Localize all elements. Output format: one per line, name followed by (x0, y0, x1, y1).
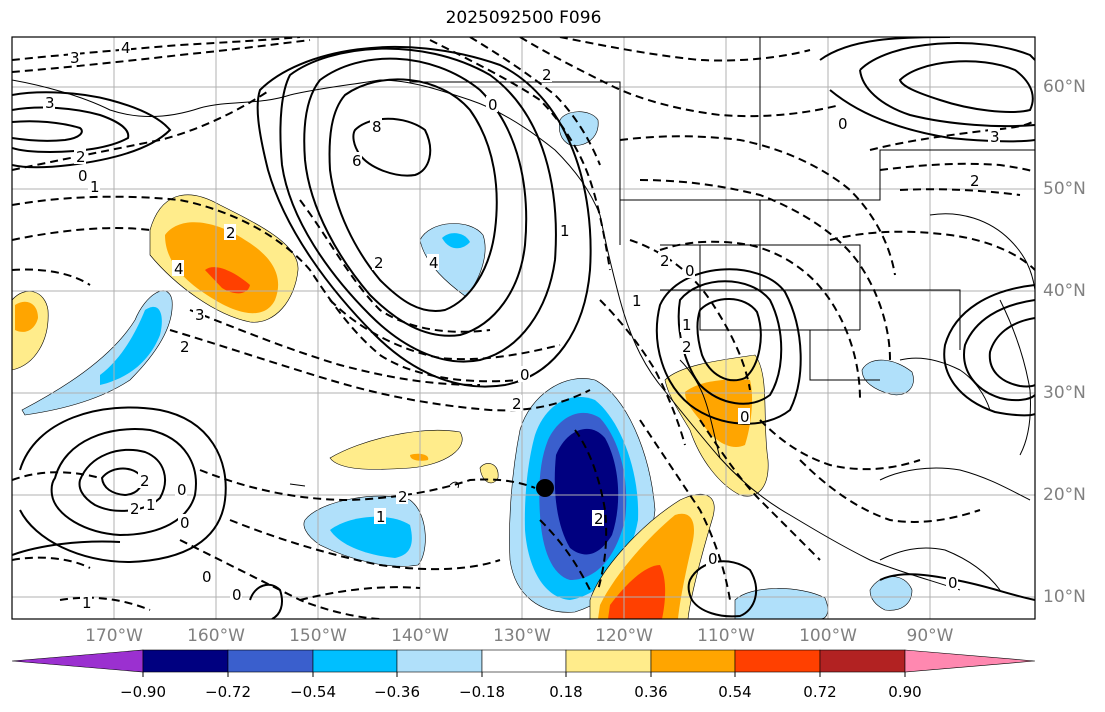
contour-label: 0 (685, 262, 695, 280)
contour-label: 1 (560, 222, 570, 240)
contour-label: 0 (838, 115, 848, 133)
lon-label: 140°W (391, 626, 449, 646)
contour-label: 0 (708, 550, 718, 568)
colorbar-swatch (227, 649, 314, 673)
contour-label: 0 (948, 574, 958, 592)
contour-label: 2 (542, 66, 552, 84)
contour-label: 0 (740, 408, 750, 426)
colorbar-tick-label: −0.18 (459, 683, 505, 701)
lat-label: 10°N (1043, 587, 1086, 607)
colorbar-tick-label: −0.36 (374, 683, 420, 701)
gridlines (12, 37, 1035, 619)
lon-label: 160°W (187, 626, 245, 646)
contour-label: 3 (195, 306, 205, 324)
colorbar-tick-label: −0.90 (120, 683, 166, 701)
colorbar-swatch (481, 649, 567, 673)
colorbar-swatch (142, 649, 229, 673)
lon-label: 130°W (493, 626, 551, 646)
colorbar-tick-label: 0.36 (634, 683, 668, 701)
contour-label: 2 (594, 510, 604, 528)
colorbar-tick-label: −0.72 (205, 683, 251, 701)
colorbar-tick-label: 0.54 (718, 683, 752, 701)
contour-label: 2 (130, 500, 140, 518)
contour-label: 4 (121, 39, 131, 57)
colorbar-swatch (819, 649, 906, 673)
colorbar-max-extension (904, 649, 1036, 673)
contour-label: 1 (376, 508, 386, 526)
contour-label: 2 (180, 338, 190, 356)
lon-label: 170°W (85, 626, 143, 646)
contour-label: 1 (682, 316, 692, 334)
lon-label: 110°W (697, 626, 755, 646)
lat-label: 30°N (1043, 383, 1086, 403)
lon-label: 90°W (906, 626, 954, 646)
contour-labels: 3 4 3 2 1 0 8 6 4 2 2 4 3 2 (43, 39, 1000, 612)
contour-label: 2 (76, 148, 86, 166)
contour-label: 0 (78, 167, 88, 185)
lat-label: 40°N (1043, 281, 1086, 301)
contour-label: 0 (177, 481, 187, 499)
colorbar-tick-label: 0.90 (888, 683, 922, 701)
shaded-field-layer (12, 111, 914, 619)
colorbar-tick-label: 0.18 (549, 683, 583, 701)
colorbar (11, 649, 1036, 677)
contour-label: 3 (70, 49, 80, 67)
contour-label: 0 (202, 568, 212, 586)
contour-label: 8 (372, 118, 382, 136)
contour-label: 2 (970, 172, 980, 190)
contour-label: 1 (82, 594, 92, 612)
colorbar-swatch (312, 649, 398, 673)
contour-label: 0 (488, 96, 498, 114)
colorbar-swatch (734, 649, 821, 673)
negative-contours (12, 37, 1035, 619)
page-title: 2025092500 F096 (445, 8, 602, 28)
contour-label: 2 (374, 254, 384, 272)
contour-label: 3 (990, 128, 1000, 146)
coastlines (12, 37, 1035, 591)
contour-label: 2 (398, 488, 408, 506)
contour-label: 2 (682, 338, 692, 356)
colorbar-tick-label: 0.72 (803, 683, 837, 701)
colorbar-min-extension (11, 649, 144, 673)
lat-label: 20°N (1043, 485, 1086, 505)
lat-label: 60°N (1043, 77, 1086, 97)
lat-label: 50°N (1043, 179, 1086, 199)
contour-label: 1 (90, 178, 100, 196)
contour-label: 2 (140, 472, 150, 490)
storm-center-marker (536, 479, 554, 497)
map-frame (11, 36, 1036, 620)
contour-label: 0 (520, 366, 530, 384)
colorbar-swatch (565, 649, 652, 673)
contour-label: 1 (146, 496, 156, 514)
contour-label: 0 (232, 586, 242, 604)
colorbar-swatch (396, 649, 483, 673)
contour-label: 1 (632, 292, 642, 310)
contour-label: 2 (660, 252, 670, 270)
contour-label: 2 (512, 395, 522, 413)
contour-label: 0 (180, 514, 190, 532)
colorbar-tick-label: −0.54 (290, 683, 336, 701)
contour-label: 2 (226, 224, 236, 242)
lon-label: 120°W (595, 626, 653, 646)
map-area: 3 4 3 2 1 0 8 6 4 2 2 4 3 2 (12, 37, 1035, 619)
contour-label: 6 (352, 152, 362, 170)
colorbar-swatch (650, 649, 736, 673)
lon-label: 100°W (799, 626, 857, 646)
lon-label: 150°W (289, 626, 347, 646)
contour-label: 4 (174, 260, 184, 278)
positive-contours (12, 37, 1035, 619)
contour-label: 3 (45, 94, 55, 112)
contour-label: 4 (429, 254, 439, 272)
